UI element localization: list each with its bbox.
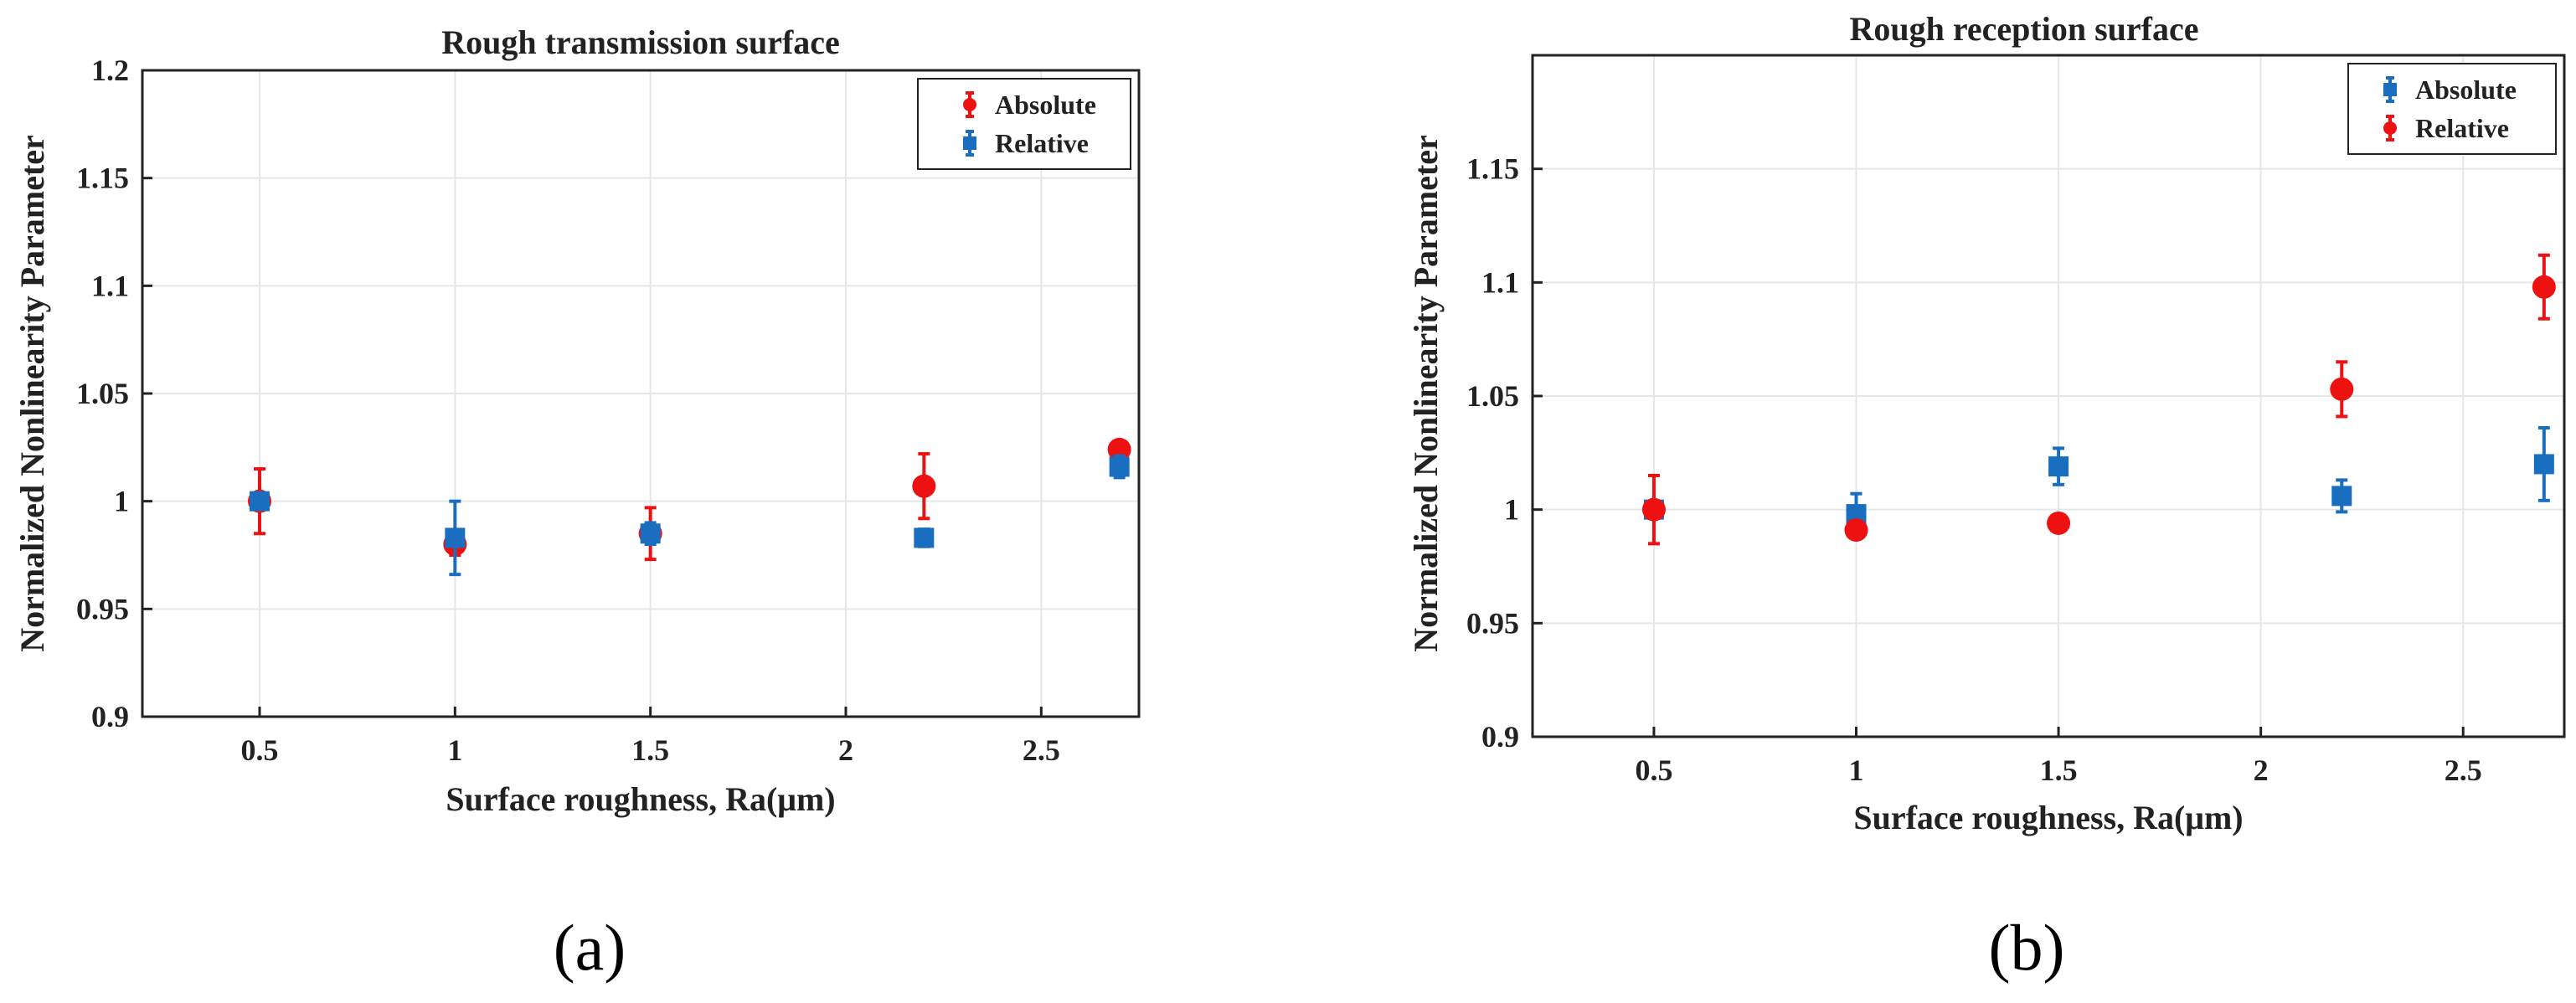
y-tick-label: 1.15: [76, 162, 129, 195]
legend-marker-shape: [2383, 83, 2397, 96]
x-axis-label: Surface roughness, Ra(μm): [1853, 799, 2243, 836]
legend-marker-absolute: [2383, 76, 2397, 103]
grid-lines: [1533, 55, 2564, 738]
caption-a: (a): [554, 911, 626, 984]
x-tick-label: 0.5: [1635, 754, 1672, 787]
x-tick-label: 2: [2254, 754, 2269, 787]
y-tick-label: 0.9: [1481, 720, 1519, 754]
relative-point: [1844, 518, 1868, 543]
x-tick-label: 1: [1849, 754, 1864, 787]
y-tick-label: 0.95: [76, 592, 129, 625]
relative-point: [250, 491, 270, 512]
x-tick-label: 2.5: [2445, 754, 2482, 787]
legend-marker-shape: [963, 136, 976, 150]
panel-a: Rough transmission surface 0.9 0.95 1 1.05 1…: [13, 23, 1141, 984]
legend-box: [2347, 63, 2557, 155]
chart-title: Rough reception surface: [1850, 10, 2199, 48]
y-tick-label: 1.1: [91, 269, 129, 302]
legend-marker-relative: [2383, 115, 2397, 141]
x-axis-label: Surface roughness, Ra(μm): [446, 780, 835, 818]
legend-label-relative: Relative: [995, 128, 1089, 158]
y-tick-label: 1: [114, 485, 129, 518]
relative-point: [1641, 497, 1666, 522]
legend-box: [917, 78, 1131, 170]
y-axis: 0.9 0.95 1 1.05 1.1 1.15: [1466, 152, 1543, 754]
data-points: [248, 437, 1131, 577]
y-tick-label: 1.1: [1481, 265, 1519, 299]
y-tick-label: 1: [1504, 493, 1519, 527]
y-tick-label: 1.2: [91, 54, 129, 87]
chart-title: Rough transmission surface: [441, 23, 840, 61]
legend-marker-shape: [2383, 121, 2397, 135]
relative-point: [2047, 511, 2071, 535]
relative-point: [2330, 377, 2354, 401]
legend-marker-absolute: [963, 91, 976, 118]
x-axis: 0.5 1 1.5 2 2.5: [241, 707, 1060, 767]
absolute-point: [912, 474, 936, 498]
y-tick-label: 1.05: [1466, 379, 1519, 413]
legend: Absolute Relative: [2347, 63, 2557, 155]
legend-marker-shape: [963, 98, 976, 111]
panel-b: Rough reception surface 0.9 0.95 1 1.05 1.1 1…: [1407, 10, 2566, 984]
relative-point: [2532, 275, 2556, 299]
relative-point: [914, 527, 935, 548]
legend-label-absolute: Absolute: [995, 90, 1096, 120]
data-points: [1641, 253, 2556, 546]
legend-label-relative: Relative: [2415, 113, 2509, 143]
y-tick-label: 1.15: [1466, 152, 1519, 186]
y-axis-label: Normalized Nonlinearity Parameter: [13, 135, 51, 652]
x-tick-label: 1.5: [631, 733, 669, 767]
legend-marker-relative: [963, 130, 976, 157]
x-tick-label: 2: [838, 733, 853, 767]
y-axis-label: Normalized Nonlinearity Parameter: [1407, 135, 1445, 652]
caption-b: (b): [1989, 911, 2065, 984]
x-tick-label: 2.5: [1023, 733, 1060, 767]
x-tick-label: 1.5: [2040, 754, 2078, 787]
absolute-point: [2331, 486, 2352, 507]
y-tick-label: 1.05: [76, 377, 129, 410]
absolute-point: [2048, 456, 2069, 477]
absolute-point: [2533, 454, 2554, 475]
y-tick-label: 0.95: [1466, 606, 1519, 640]
relative-point: [445, 527, 466, 548]
legend: Absolute Relative: [917, 78, 1131, 170]
x-tick-label: 0.5: [241, 733, 279, 767]
y-tick-label: 0.9: [91, 700, 129, 733]
y-axis: 0.9 0.95 1 1.05 1.1 1.15 1.2: [76, 54, 152, 733]
relative-point: [640, 523, 661, 544]
relative-point: [1109, 456, 1130, 477]
legend-label-absolute: Absolute: [2415, 75, 2517, 105]
x-axis: 0.5 1 1.5 2 2.5: [1635, 727, 2482, 787]
x-tick-label: 1: [447, 733, 462, 767]
